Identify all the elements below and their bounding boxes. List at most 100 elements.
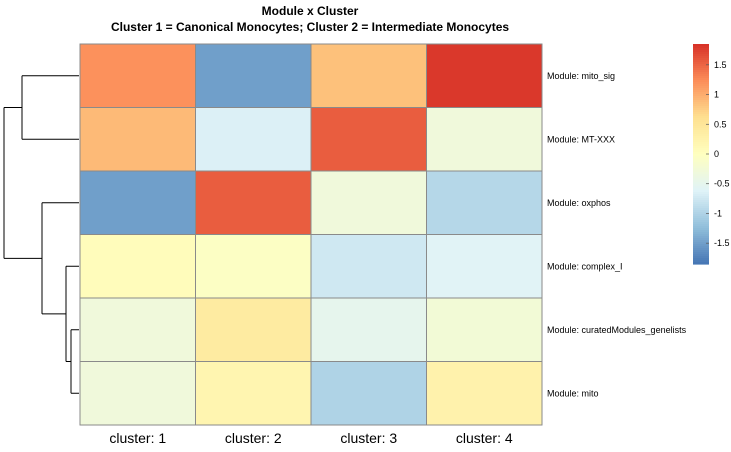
colorbar-swatch [693, 72, 709, 75]
colorbar-tick-label: 1 [714, 90, 719, 100]
heatmap-cell [79, 107, 196, 172]
colorbar-swatch [693, 80, 709, 83]
colorbar-swatch [693, 232, 709, 235]
colorbar-swatch [693, 106, 709, 109]
colorbar-swatch [693, 192, 709, 195]
colorbar-swatch [693, 98, 709, 101]
colorbar-swatch [693, 214, 709, 217]
heatmap-cells [79, 43, 543, 426]
row-label: Module: curatedModules_genelists [547, 325, 687, 335]
colorbar-swatch [693, 48, 709, 51]
heatmap-cell [310, 43, 427, 108]
colorbar-swatch [693, 248, 709, 251]
colorbar-swatch [693, 218, 709, 221]
heatmap-cell [310, 234, 427, 299]
colorbar-legend: 1.5 1 0.5 0 -0.5 -1 -1.5 [693, 44, 730, 265]
colorbar-swatch [693, 64, 709, 67]
column-label: cluster: 4 [456, 430, 513, 446]
colorbar-swatch [693, 84, 709, 87]
heatmap-cell [79, 234, 196, 299]
colorbar-swatch [693, 74, 709, 77]
colorbar-swatch [693, 46, 709, 49]
colorbar-swatch [693, 188, 709, 191]
colorbar-swatch [693, 242, 709, 245]
colorbar-swatch [693, 152, 709, 155]
colorbar-swatch [693, 156, 709, 159]
colorbar-swatch [693, 252, 709, 255]
colorbar-swatch [693, 240, 709, 243]
colorbar-swatch [693, 68, 709, 71]
colorbar-swatch [693, 198, 709, 201]
heatmap-cell [426, 361, 543, 426]
colorbar-swatch [693, 162, 709, 165]
colorbar-swatch [693, 196, 709, 199]
colorbar-swatch [693, 190, 709, 193]
chart-subtitle: Cluster 1 = Canonical Monocytes; Cluster… [111, 20, 509, 34]
colorbar-swatch [693, 110, 709, 113]
colorbar-swatch [693, 112, 709, 115]
colorbar-swatch [693, 186, 709, 189]
colorbar-swatch [693, 236, 709, 239]
colorbar-swatch [693, 96, 709, 99]
colorbar-swatch [693, 70, 709, 73]
heatmap-cell [79, 297, 196, 362]
colorbar-swatch [693, 244, 709, 247]
colorbar-tick-label: 0 [714, 149, 719, 159]
colorbar-swatch [693, 50, 709, 53]
colorbar-swatch [693, 164, 709, 167]
colorbar-swatch [693, 174, 709, 177]
colorbar-swatch [693, 170, 709, 173]
column-label: cluster: 3 [340, 430, 397, 446]
heatmap-cell [426, 234, 543, 299]
colorbar-swatch [693, 114, 709, 117]
colorbar-swatch [693, 220, 709, 223]
heatmap-cell [195, 107, 312, 172]
colorbar-swatch [693, 260, 709, 263]
colorbar-swatch [693, 216, 709, 219]
colorbar-swatch [693, 168, 709, 171]
colorbar-swatch [693, 100, 709, 103]
colorbar-swatch [693, 182, 709, 185]
colorbar-tick-label: 1.5 [714, 60, 727, 70]
colorbar-swatch [693, 94, 709, 97]
heatmap-cell [426, 43, 543, 108]
colorbar-swatch [693, 108, 709, 111]
colorbar-swatch [693, 140, 709, 143]
colorbar-swatch [693, 158, 709, 161]
colorbar-swatch [693, 54, 709, 57]
heatmap-cell [79, 43, 196, 108]
colorbar-swatch [693, 154, 709, 157]
colorbar-swatch [693, 92, 709, 95]
colorbar-swatch [693, 200, 709, 203]
colorbar-swatch [693, 126, 709, 129]
colorbar-swatch [693, 160, 709, 163]
colorbar-swatch [693, 184, 709, 187]
column-label: cluster: 2 [225, 430, 282, 446]
colorbar-swatch [693, 62, 709, 65]
colorbar-swatch [693, 122, 709, 125]
colorbar-swatch [693, 134, 709, 137]
colorbar-swatch [693, 130, 709, 133]
colorbar-swatch [693, 60, 709, 63]
colorbar-swatch [693, 86, 709, 89]
colorbar-tick-label: -1.5 [714, 238, 730, 248]
colorbar-swatch [693, 178, 709, 181]
colorbar-swatch [693, 102, 709, 105]
row-label: Module: mito [547, 388, 599, 398]
row-label: Module: MT-XXX [547, 134, 615, 144]
heatmap-cell [310, 297, 427, 362]
column-label: cluster: 1 [109, 430, 166, 446]
chart-title: Module x Cluster [262, 4, 359, 18]
colorbar-swatch [693, 128, 709, 131]
colorbar-swatch [693, 256, 709, 259]
row-dendrogram [3, 75, 79, 394]
colorbar-swatch [693, 204, 709, 207]
colorbar-swatch [693, 228, 709, 231]
colorbar-swatch [693, 138, 709, 141]
colorbar-swatch [693, 224, 709, 227]
colorbar-swatch [693, 222, 709, 225]
colorbar-swatch [693, 132, 709, 135]
heatmap-cell [195, 297, 312, 362]
colorbar-swatch [693, 262, 709, 265]
